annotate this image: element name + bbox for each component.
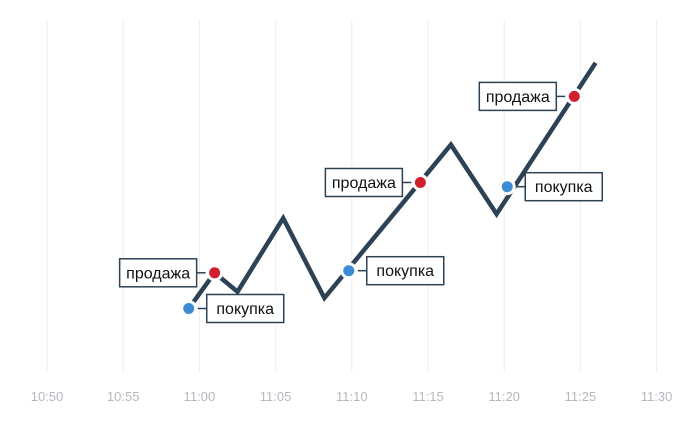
annotation-box (478, 81, 558, 112)
x-tick-label: 10:55 (107, 389, 140, 404)
buy-label: покупка (216, 301, 274, 318)
x-tick-label: 11:05 (260, 389, 292, 404)
annotation-box (205, 293, 285, 324)
sell-annotation: продажа (324, 167, 429, 198)
annotation-box (118, 258, 198, 288)
annotation-box (366, 255, 445, 286)
buy-marker (501, 181, 513, 193)
sell-label: продажа (486, 89, 550, 106)
x-axis-ticks: 10:50 10:55 11:00 11:05 11:10 11:15 11:20 11:25… (31, 389, 673, 404)
sell-annotation: продажа (118, 258, 224, 288)
x-tick-label: 11:10 (336, 389, 368, 404)
sell-label: продажа (126, 265, 190, 282)
buy-marker (183, 303, 195, 314)
annotation-box (524, 171, 603, 202)
buy-marker (343, 265, 355, 277)
sell-label: продажа (332, 175, 396, 192)
buy-label: покупка (376, 263, 434, 280)
sell-marker (209, 267, 221, 279)
buy-annotation: покупка (340, 255, 445, 286)
sell-marker (568, 90, 580, 102)
sell-marker (414, 177, 426, 188)
x-tick-label: 11:15 (412, 389, 444, 404)
sell-annotation: продажа (478, 81, 583, 112)
x-tick-label: 11:20 (488, 389, 520, 404)
x-tick-label: 11:30 (641, 389, 673, 404)
annotations: продажа покупка покупка продажа покупка прода… (118, 81, 603, 324)
x-tick-label: 11:00 (184, 389, 216, 404)
buy-label: покупка (535, 179, 593, 196)
buy-annotation: покупка (498, 171, 603, 202)
x-tick-label: 10:50 (31, 389, 64, 404)
buy-annotation: покупка (180, 293, 285, 324)
x-tick-label: 11:25 (565, 389, 597, 404)
annotation-box (324, 167, 404, 198)
